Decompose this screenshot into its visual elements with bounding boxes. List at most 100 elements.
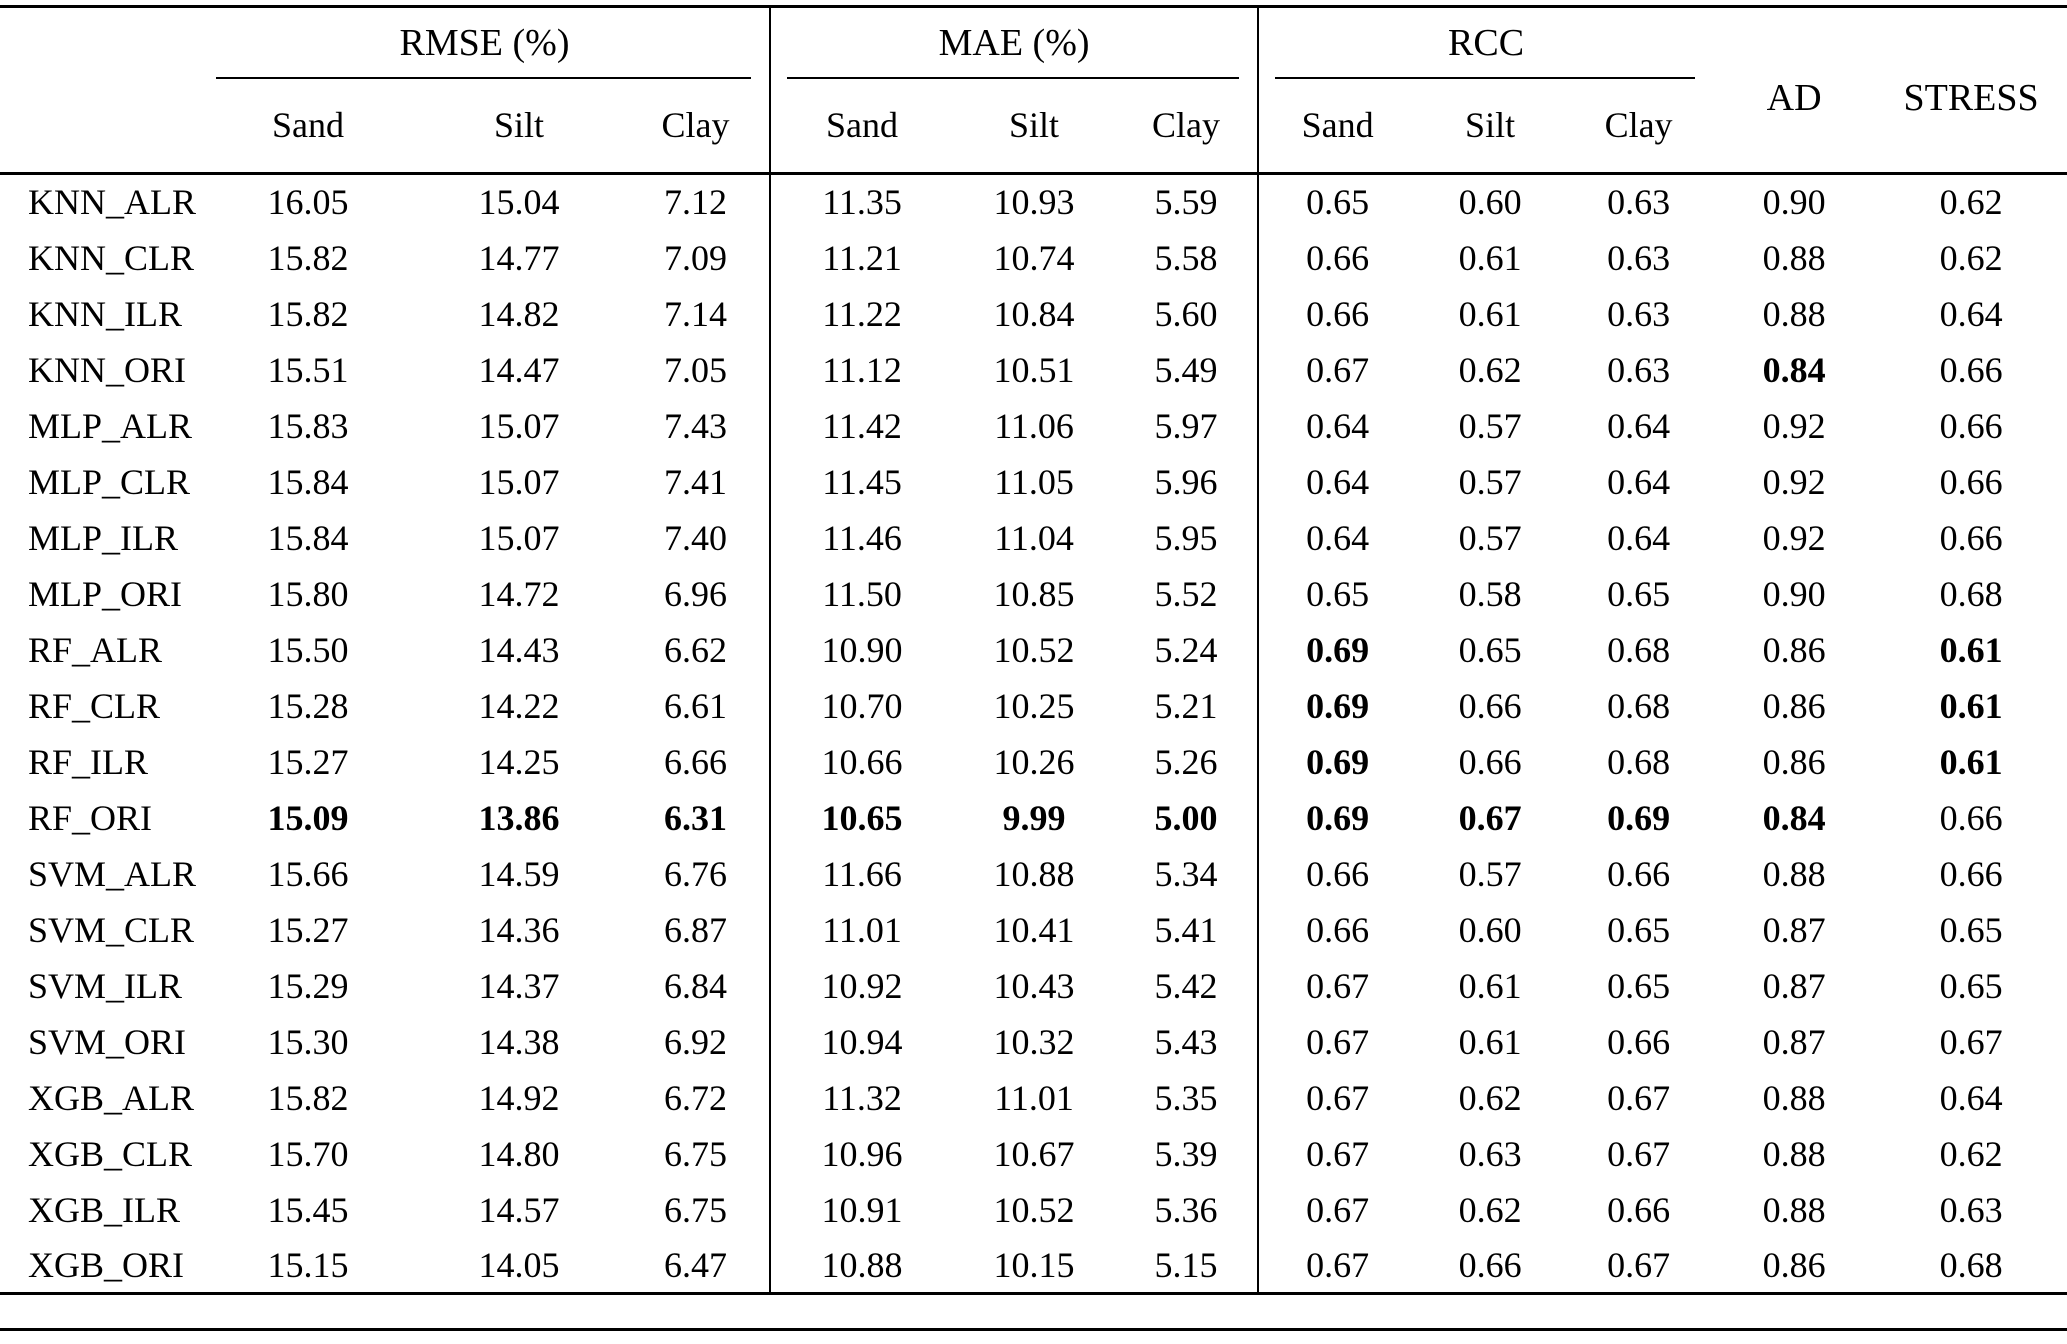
group-label-mae: MAE (%) <box>938 22 1090 65</box>
value-cell: 14.77 <box>478 237 560 278</box>
table-row: MLP_ALR 15.83 15.07 7.43 11.42 11.06 5.97 0.64 0… <box>0 397 2067 454</box>
value-cell: 15.09 <box>267 797 349 838</box>
value-cell: 14.05 <box>478 1244 560 1285</box>
group-header-rcc: RCC <box>1258 7 1713 79</box>
value-cell: 10.65 <box>821 797 903 838</box>
value-cell: 0.90 <box>1762 182 1826 223</box>
value-cell: 0.61 <box>1458 965 1522 1006</box>
value-cell: 9.99 <box>1002 797 1066 838</box>
table-row: MLP_CLR 15.84 15.07 7.41 11.45 11.05 5.96 0.64 0… <box>0 453 2067 510</box>
table-row: RF_ALR 15.50 14.43 6.62 10.90 10.52 5.24 0.69 0.… <box>0 621 2067 678</box>
value-cell: 0.57 <box>1458 405 1522 446</box>
value-cell: 0.68 <box>1939 573 2003 614</box>
value-cell: 0.61 <box>1458 293 1522 334</box>
value-cell: 0.63 <box>1607 293 1671 334</box>
value-cell: 0.67 <box>1306 1077 1370 1118</box>
value-cell: 11.42 <box>822 405 902 446</box>
value-cell: 10.26 <box>993 741 1075 782</box>
table-row: RF_CLR 15.28 14.22 6.61 10.70 10.25 5.21 0.69 0.… <box>0 677 2067 734</box>
value-cell: 0.86 <box>1762 1244 1826 1285</box>
value-cell: 0.62 <box>1939 182 2003 223</box>
value-cell: 15.04 <box>478 182 560 223</box>
subheader-rmse-clay: Clay <box>622 78 772 175</box>
model-name: RF_ALR <box>28 629 163 670</box>
value-cell: 0.69 <box>1607 797 1671 838</box>
value-cell: 11.05 <box>994 461 1074 502</box>
value-cell: 15.15 <box>267 1244 349 1285</box>
value-cell: 5.97 <box>1115 397 1260 454</box>
value-cell: 11.21 <box>822 237 902 278</box>
model-name: XGB_CLR <box>28 1133 193 1174</box>
column-header-stress: STRESS <box>1875 6 2067 175</box>
value-cell: 14.25 <box>478 741 560 782</box>
value-cell: 10.94 <box>821 1021 903 1062</box>
results-table: RMSE (%) MAE (%) RCC AD STRESS Sand Silt… <box>0 5 2067 1295</box>
model-name: MLP_ORI <box>28 573 183 614</box>
model-name: SVM_ORI <box>28 1021 187 1062</box>
table-row: KNN_ILR 15.82 14.82 7.14 11.22 10.84 5.60 0.66 0… <box>0 285 2067 342</box>
value-cell: 10.15 <box>993 1244 1075 1285</box>
value-cell: 7.41 <box>622 453 772 510</box>
value-cell: 0.63 <box>1607 349 1671 390</box>
value-cell: 0.66 <box>1607 853 1671 894</box>
value-cell: 15.07 <box>478 405 560 446</box>
value-cell: 10.52 <box>993 629 1075 670</box>
value-cell: 11.22 <box>822 293 902 334</box>
value-cell: 10.67 <box>993 1133 1075 1174</box>
value-cell: 0.67 <box>1306 965 1370 1006</box>
model-name: KNN_ILR <box>28 293 182 334</box>
value-cell: 15.28 <box>267 685 349 726</box>
value-cell: 6.47 <box>622 1237 772 1294</box>
value-cell: 15.27 <box>267 741 349 782</box>
value-cell: 5.59 <box>1115 173 1260 230</box>
value-cell: 0.88 <box>1762 1077 1826 1118</box>
value-cell: 5.24 <box>1115 621 1260 678</box>
model-name: MLP_ALR <box>28 405 193 446</box>
value-cell: 0.92 <box>1762 517 1826 558</box>
value-cell: 7.43 <box>622 397 772 454</box>
value-cell: 5.34 <box>1115 845 1260 902</box>
value-cell: 0.87 <box>1762 909 1826 950</box>
bottom-rule <box>0 1328 2067 1331</box>
value-cell: 0.67 <box>1607 1133 1671 1174</box>
table-row: MLP_ILR 15.84 15.07 7.40 11.46 11.04 5.95 0.64 0… <box>0 509 2067 566</box>
table-row: XGB_CLR 15.70 14.80 6.75 10.96 10.67 5.39 0.67 0… <box>0 1125 2067 1182</box>
model-name: MLP_ILR <box>28 517 179 558</box>
model-name: RF_CLR <box>28 685 161 726</box>
table-row: KNN_CLR 15.82 14.77 7.09 11.21 10.74 5.58 0.66 0… <box>0 229 2067 286</box>
value-cell: 15.07 <box>478 461 560 502</box>
value-cell: 15.70 <box>267 1133 349 1174</box>
table-row: SVM_ALR 15.66 14.59 6.76 11.66 10.88 5.34 0.66 0… <box>0 845 2067 902</box>
table-row: XGB_ALR 15.82 14.92 6.72 11.32 11.01 5.35 0.67 0… <box>0 1069 2067 1126</box>
value-cell: 0.66 <box>1306 237 1370 278</box>
value-cell: 14.38 <box>478 1021 560 1062</box>
value-cell: 0.62 <box>1939 1133 2003 1174</box>
value-cell: 0.63 <box>1458 1133 1522 1174</box>
value-cell: 15.27 <box>267 909 349 950</box>
table-row: KNN_ORI 15.51 14.47 7.05 11.12 10.51 5.49 0.67 0… <box>0 341 2067 398</box>
subheader-rcc-silt: Silt <box>1416 78 1565 175</box>
value-cell: 0.90 <box>1762 573 1826 614</box>
value-cell: 0.68 <box>1607 629 1671 670</box>
value-cell: 0.60 <box>1458 182 1522 223</box>
value-cell: 10.96 <box>821 1133 903 1174</box>
value-cell: 10.66 <box>821 741 903 782</box>
value-cell: 14.43 <box>478 629 560 670</box>
value-cell: 0.63 <box>1607 182 1671 223</box>
value-cell: 5.00 <box>1115 789 1260 846</box>
value-cell: 10.74 <box>993 237 1075 278</box>
subheader-mae-sand: Sand <box>770 78 954 175</box>
table-row: SVM_CLR 15.27 14.36 6.87 11.01 10.41 5.41 0.66 0… <box>0 901 2067 958</box>
value-cell: 5.39 <box>1115 1125 1260 1182</box>
value-cell: 0.69 <box>1306 797 1370 838</box>
value-cell: 15.83 <box>267 405 349 446</box>
value-cell: 0.67 <box>1306 349 1370 390</box>
value-cell: 0.57 <box>1458 461 1522 502</box>
value-cell: 14.59 <box>478 853 560 894</box>
value-cell: 10.85 <box>993 573 1075 614</box>
value-cell: 15.45 <box>267 1189 349 1230</box>
value-cell: 6.66 <box>622 733 772 790</box>
value-cell: 10.88 <box>993 853 1075 894</box>
value-cell: 11.01 <box>822 909 902 950</box>
value-cell: 14.47 <box>478 349 560 390</box>
